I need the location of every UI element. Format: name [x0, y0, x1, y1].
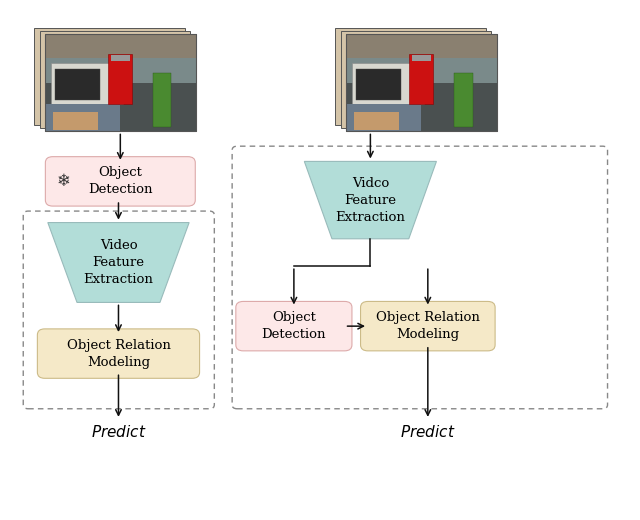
- Text: $\mathbf{\mathit{Predict}}$: $\mathbf{\mathit{Predict}}$: [400, 424, 455, 440]
- FancyBboxPatch shape: [360, 302, 495, 351]
- FancyBboxPatch shape: [37, 329, 200, 379]
- Bar: [356, 70, 401, 100]
- Text: Video
Feature
Extraction: Video Feature Extraction: [84, 239, 154, 286]
- Bar: [354, 112, 399, 129]
- Bar: [154, 73, 172, 126]
- Text: Object Relation
Modeling: Object Relation Modeling: [376, 311, 480, 341]
- Bar: [346, 34, 497, 132]
- Bar: [45, 34, 196, 83]
- Bar: [346, 34, 497, 132]
- Text: Object
Detection: Object Detection: [88, 166, 152, 197]
- Bar: [111, 55, 130, 61]
- Polygon shape: [305, 161, 436, 239]
- Bar: [45, 34, 196, 132]
- Bar: [34, 28, 184, 125]
- Text: Object Relation
Modeling: Object Relation Modeling: [67, 339, 170, 369]
- Bar: [56, 70, 100, 100]
- Text: ❄: ❄: [57, 172, 71, 190]
- Polygon shape: [48, 223, 189, 303]
- Bar: [51, 63, 124, 104]
- Bar: [45, 34, 196, 58]
- Text: Object
Detection: Object Detection: [262, 311, 326, 341]
- Text: $\mathbf{\mathit{Predict}}$: $\mathbf{\mathit{Predict}}$: [91, 424, 147, 440]
- Bar: [335, 28, 486, 125]
- Bar: [108, 54, 132, 104]
- FancyBboxPatch shape: [45, 157, 195, 206]
- Bar: [45, 34, 196, 132]
- Bar: [52, 112, 98, 129]
- Bar: [45, 83, 196, 132]
- Bar: [346, 34, 497, 83]
- Text: Vidco
Feature
Extraction: Vidco Feature Extraction: [335, 177, 405, 224]
- FancyBboxPatch shape: [236, 302, 352, 351]
- Bar: [40, 31, 190, 128]
- Bar: [346, 34, 497, 58]
- Bar: [346, 83, 497, 132]
- Bar: [412, 55, 431, 61]
- Bar: [454, 73, 472, 126]
- Bar: [340, 31, 491, 128]
- Bar: [346, 104, 421, 132]
- Bar: [352, 63, 424, 104]
- Bar: [410, 54, 433, 104]
- Bar: [45, 104, 120, 132]
